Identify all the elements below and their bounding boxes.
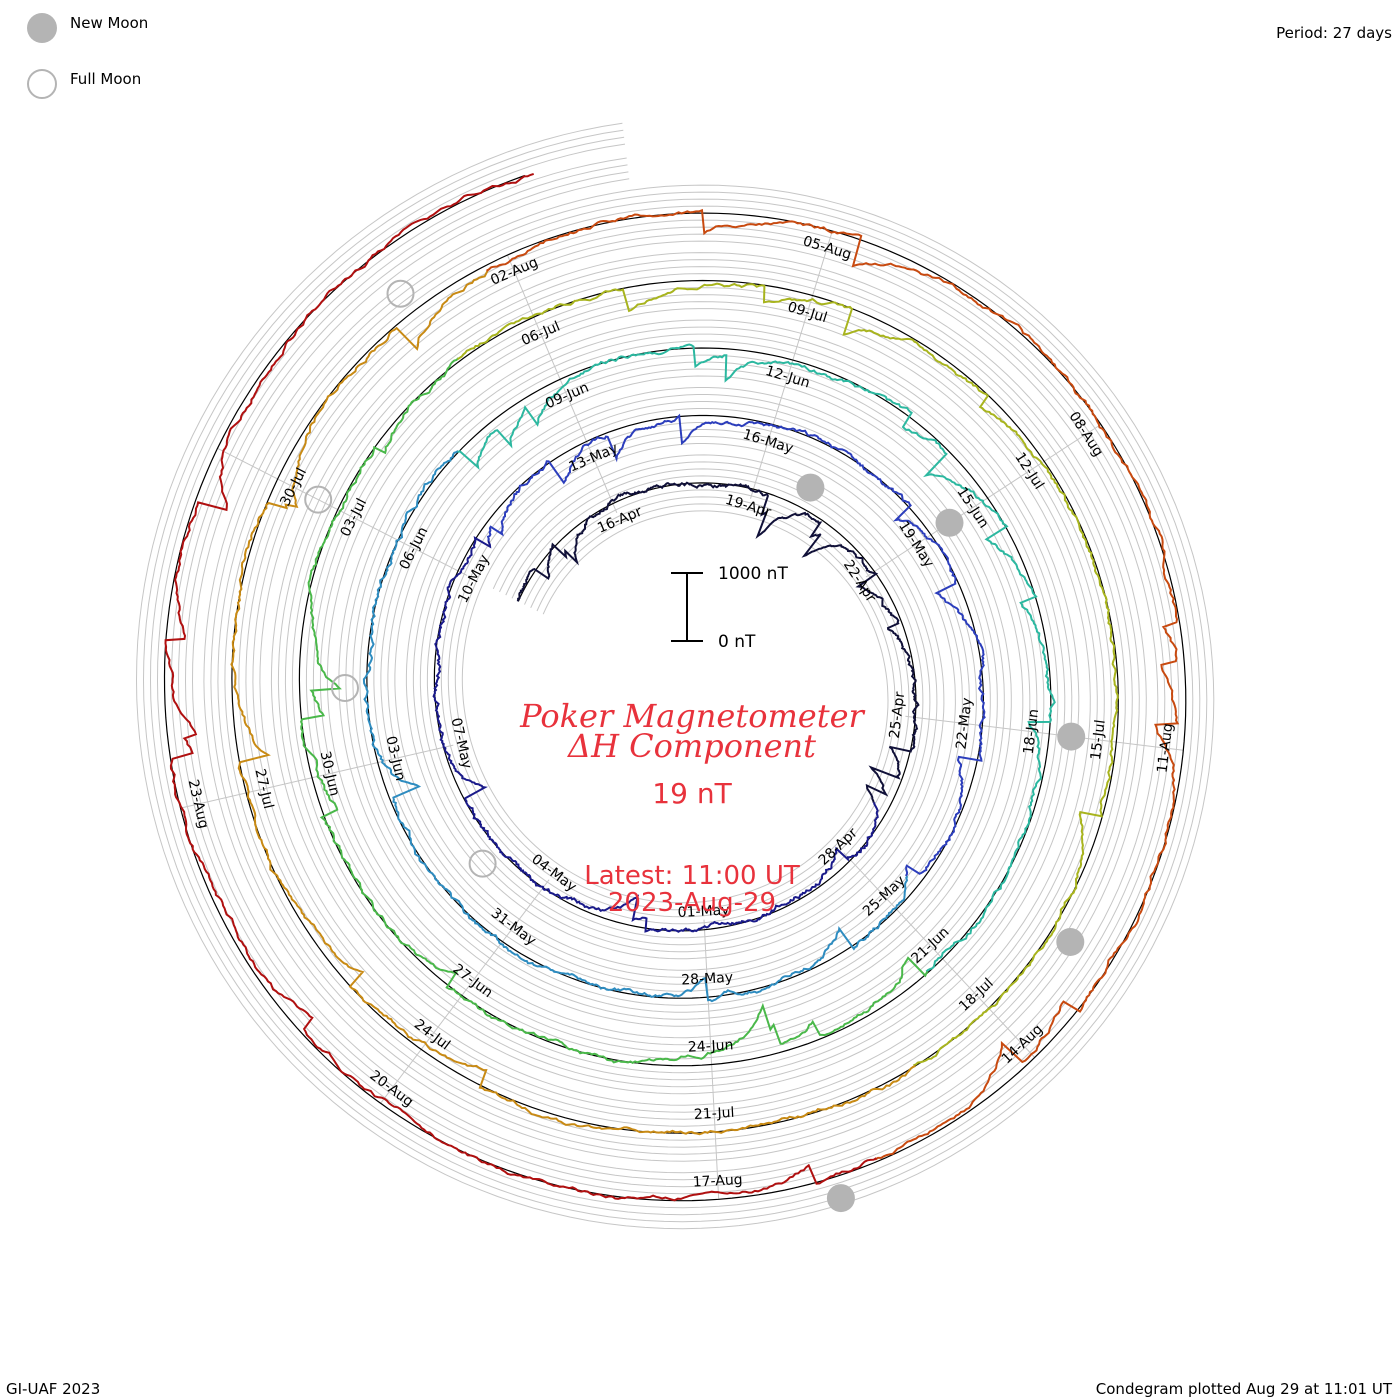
date-label: 15-Jul [1088,719,1109,761]
date-label: 23-Aug [185,778,212,830]
date-label: 25-May [860,873,909,920]
date-label: 18-Jun [1021,708,1042,755]
date-label: 03-Jun [382,735,408,783]
grid-spiral [177,164,1173,1188]
data-trace-segment [230,269,916,1136]
chart-title-line2: ΔH Component [566,727,816,765]
day-spoke [217,447,468,576]
moon-markers [304,279,1086,1213]
date-label: 28-May [681,970,734,989]
data-trace-segment [457,343,1056,973]
new-moon-legend-label: New Moon [70,14,148,32]
grid-spiral [170,157,1180,1195]
scale-bar-top-label: 1000 nT [718,564,788,584]
scale-bar-bottom-label: 0 nT [718,632,756,652]
grid-spiral [149,136,1201,1216]
day-spoke [703,919,720,1200]
date-label: 10-May [455,552,493,605]
day-spoke [380,879,550,1104]
day-spoke [750,230,833,499]
data-trace-segment [432,536,879,933]
data-trace-segment [362,450,909,1003]
data-trace [164,172,1180,1202]
date-label: 21-Jul [694,1105,735,1123]
new-moon-marker [935,508,964,537]
grid-spiral [135,122,1215,1230]
date-label: 01-May [677,902,730,921]
full-moon-legend-icon [27,69,57,99]
scale-bar: 1000 nT 0 nT [671,564,788,652]
new-moon-marker [1057,722,1086,751]
date-label: 22-May [953,697,975,750]
day-spoke [905,715,1184,751]
day-spoke [843,852,1036,1058]
new-moon-legend-icon [27,13,57,43]
date-label: 24-Jun [688,1037,734,1055]
latest-time: Latest: 11:00 UT [584,861,800,891]
date-label: 25-Apr [887,691,909,740]
new-moon-marker [796,473,825,502]
full-moon-marker [386,279,415,308]
date-label: 27-Jul [251,767,276,810]
new-moon-marker [826,1184,855,1213]
full-moon-legend-label: Full Moon [70,70,141,88]
grid-spiral [191,178,1159,1174]
legend: New Moon Full Moon [27,13,148,99]
plotted-label: Condegram plotted Aug 29 at 11:01 UT [1096,1380,1393,1398]
new-moon-marker [1056,928,1085,956]
date-label: 11-Aug [1154,722,1176,773]
period-label: Period: 27 days [1276,24,1392,42]
chart-title-line1: Poker Magnetometer [519,697,865,735]
data-trace-segment [486,413,986,877]
date-label: 30-Jun [317,750,343,798]
credit-label: GI-UAF 2023 [6,1380,100,1398]
full-moon-marker [468,849,497,878]
data-trace-segment [456,282,1119,1067]
spiral-grid [135,122,1215,1230]
day-spokes [180,230,1184,1200]
day-spoke [506,254,618,513]
data-trace-segment [516,481,920,803]
full-moon-marker [331,674,359,702]
grid-spiral [142,129,1208,1223]
data-trace-segment [486,208,1180,1161]
date-label: 17-Aug [692,1172,743,1191]
data-trace-segment [300,357,929,1064]
grid-spiral [156,143,1194,1209]
latest-date: 2023-Aug-29 [608,888,776,918]
date-label: 27-Jun [450,961,496,1001]
grid-spiral [184,171,1166,1181]
full-moon-marker [304,485,333,514]
current-value: 19 nT [652,777,732,810]
data-trace-segment [164,172,877,1202]
